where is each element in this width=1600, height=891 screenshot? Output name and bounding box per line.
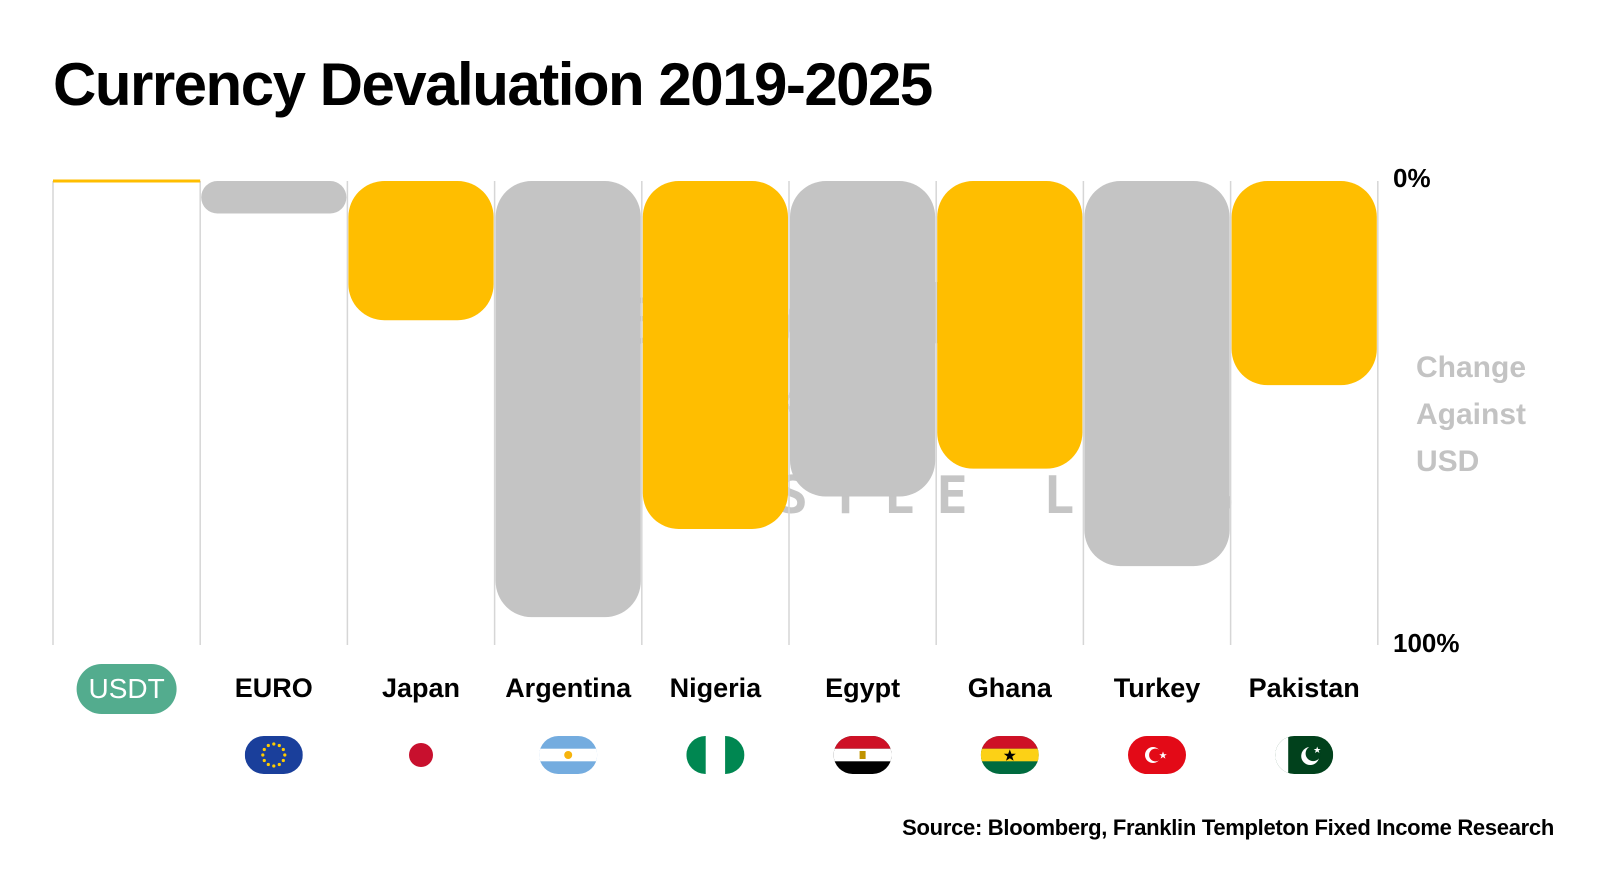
sun-icon xyxy=(564,751,573,759)
eu-star xyxy=(266,762,270,767)
usdt-badge xyxy=(76,664,177,714)
flag-part xyxy=(980,736,1039,749)
eu-star xyxy=(281,747,285,752)
flag-part xyxy=(244,736,303,774)
eu-star xyxy=(262,747,266,752)
eu-star xyxy=(283,753,287,757)
eu-star xyxy=(277,762,281,767)
argentina-flag-icon xyxy=(539,736,598,774)
x-tick-label: Nigeria xyxy=(670,673,763,703)
eu-star xyxy=(266,743,270,748)
bar-argentina xyxy=(495,181,641,618)
source-note: Source: Bloomberg, Franklin Templeton Fi… xyxy=(902,815,1554,840)
japan-flag-icon xyxy=(409,743,433,767)
y-axis-label-line: Change xyxy=(1416,351,1527,384)
eu-star xyxy=(277,743,281,748)
bar-euro xyxy=(201,181,347,214)
egypt-flag-icon xyxy=(833,736,892,774)
x-tick-label: USDT xyxy=(88,673,164,704)
y-tick-label-top: 0% xyxy=(1393,163,1431,193)
flag-body xyxy=(244,736,303,774)
chart-title: Currency Devaluation 2019-2025 xyxy=(53,51,933,118)
crescent-icon xyxy=(1305,745,1321,762)
flag-part xyxy=(1275,736,1289,774)
y-axis-label: Change Against USD xyxy=(1416,344,1566,485)
flag-body xyxy=(1275,736,1334,774)
star-icon xyxy=(1159,751,1167,759)
pakistan-flag-icon xyxy=(1275,736,1334,774)
flag-body xyxy=(833,736,892,774)
crescent-icon xyxy=(1149,748,1162,762)
bar-nigeria xyxy=(642,181,788,529)
x-tick-label: Argentina xyxy=(505,673,632,703)
x-tick-label: Turkey xyxy=(1114,673,1201,703)
flag-part xyxy=(833,736,892,749)
eu-star xyxy=(261,753,265,757)
flag-body xyxy=(686,736,745,774)
y-axis-label-line: USD xyxy=(1416,445,1480,478)
bar-turkey xyxy=(1084,181,1230,567)
turkey-flag-icon xyxy=(1128,736,1186,774)
eu-flag-icon xyxy=(244,736,303,774)
eu-star xyxy=(262,758,266,763)
eu-star xyxy=(272,764,276,768)
bar-ghana xyxy=(937,181,1083,469)
ghana-flag-icon xyxy=(980,736,1039,774)
y-axis-label-line: Against xyxy=(1416,398,1527,431)
bar-pakistan xyxy=(1231,181,1377,386)
flag-body xyxy=(539,736,598,774)
nigeria-flag-icon xyxy=(686,736,745,774)
star-icon xyxy=(1003,749,1016,761)
flag-part xyxy=(705,736,726,774)
flag-body xyxy=(1128,736,1186,774)
bar-egypt xyxy=(790,181,936,497)
bar-japan xyxy=(348,181,494,321)
eu-star xyxy=(272,742,276,746)
x-tick-label: Egypt xyxy=(825,673,900,703)
x-tick-label: EURO xyxy=(235,673,313,703)
x-tick-label: Ghana xyxy=(968,673,1053,703)
x-tick-label: Japan xyxy=(382,673,460,703)
y-tick-label-bottom: 100% xyxy=(1393,628,1460,658)
flag-body xyxy=(980,736,1039,774)
eu-star xyxy=(281,758,285,763)
eagle-icon xyxy=(859,751,866,759)
star-icon xyxy=(1313,746,1321,753)
x-tick-label: Pakistan xyxy=(1249,673,1360,703)
